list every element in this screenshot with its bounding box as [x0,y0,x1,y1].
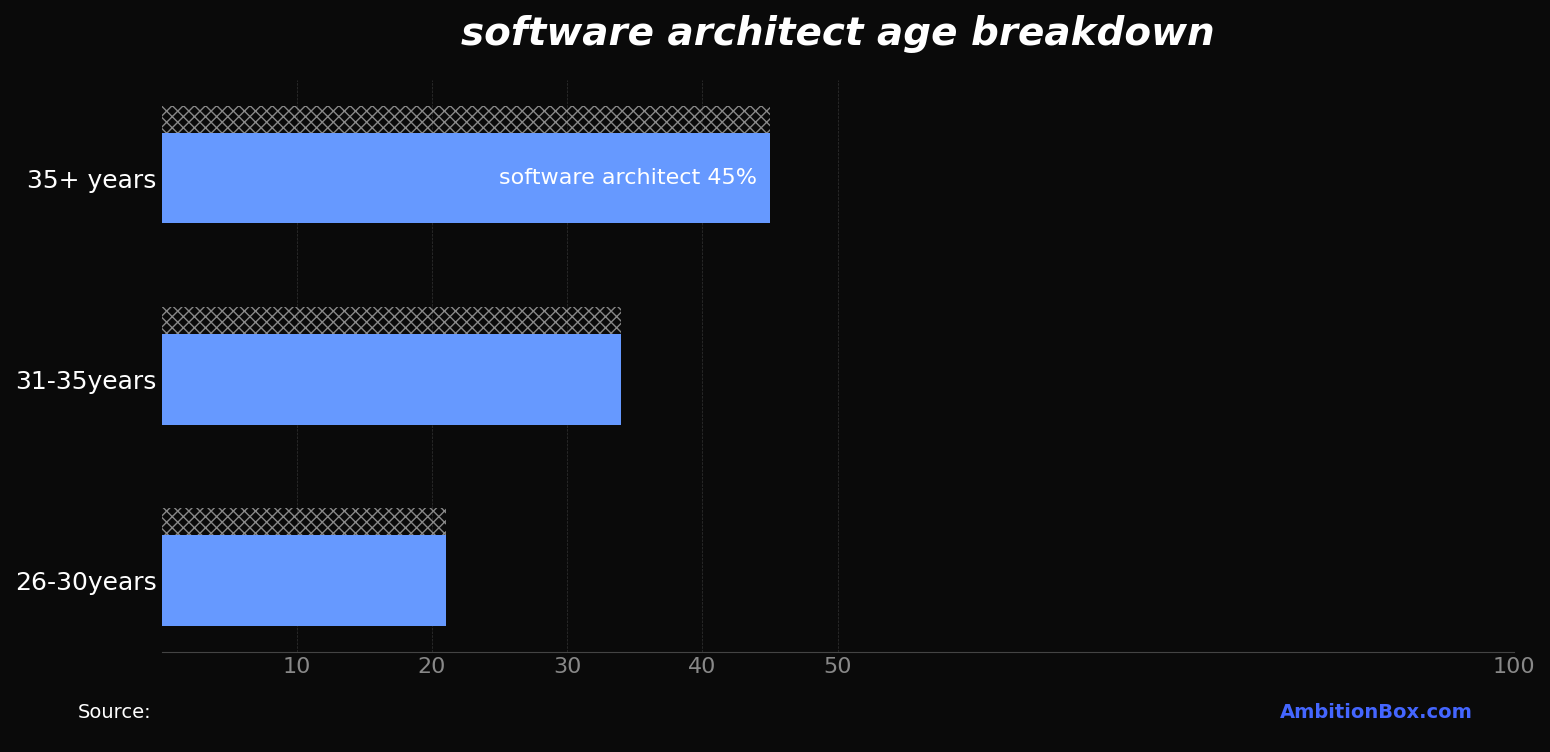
Text: AmbitionBox.com: AmbitionBox.com [1280,703,1472,722]
Text: software architect 45%: software architect 45% [499,168,756,188]
Bar [161,133,770,223]
Bar [161,535,445,626]
Title: software architect age breakdown: software architect age breakdown [460,15,1215,53]
Text: Source:: Source: [78,703,152,722]
Bar [161,334,622,425]
